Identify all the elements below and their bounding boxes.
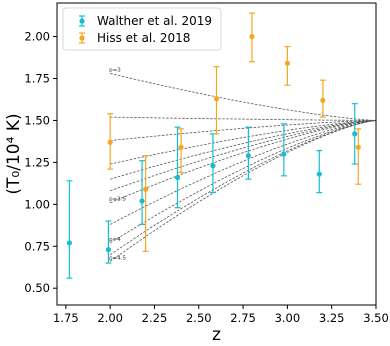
- plot-frame: [56, 2, 377, 306]
- y-tick-label: 1.50: [24, 113, 50, 127]
- model-curve: [110, 73, 377, 121]
- model-curve: [110, 120, 377, 204]
- model-curve: [110, 120, 377, 180]
- data-point: [213, 96, 220, 102]
- x-tick-label: 2.75: [230, 311, 256, 325]
- y-axis-ticks: 0.50 0.75 1.00 1.25 1.50 1.75 2.00: [24, 30, 57, 295]
- data-point: [107, 139, 113, 145]
- data-point: [316, 171, 322, 177]
- legend-marker: [79, 18, 85, 24]
- series: [107, 12, 362, 252]
- x-tick-label: 2.25: [142, 311, 168, 325]
- x-tick-label: 2.00: [97, 311, 123, 325]
- data-point: [355, 144, 361, 150]
- data-point: [174, 174, 181, 181]
- data-point: [66, 240, 73, 246]
- data-point: [210, 163, 216, 169]
- curve-label: p=4.5: [109, 255, 126, 261]
- data-point: [281, 151, 287, 157]
- legend-item: Walther et al. 2019: [79, 14, 212, 28]
- y-tick-label: 1.25: [24, 155, 50, 169]
- model-curves: p=3 p=3.5 p=4 p=4.5: [109, 67, 377, 262]
- data-point: [320, 97, 326, 103]
- data-point: [105, 247, 111, 253]
- x-axis-label: z: [212, 325, 221, 345]
- series: [66, 103, 358, 279]
- curve-label: p=4: [109, 237, 121, 243]
- x-tick-label: 3.25: [319, 311, 345, 325]
- y-tick-label: 0.50: [24, 281, 50, 295]
- y-tick-label: 0.75: [24, 239, 50, 253]
- y-tick-label: 2.00: [24, 30, 50, 44]
- x-axis-ticks: 1.75 2.00 2.25 2.50 2.75 3.00 3.25 3.50: [53, 305, 389, 325]
- model-curve: [109, 120, 377, 244]
- x-tick-label: 3.00: [275, 311, 301, 325]
- data-series: [66, 12, 362, 279]
- model-curve: [110, 120, 377, 165]
- legend: Walther et al. 2019 Hiss et al. 2018: [62, 7, 222, 51]
- y-axis-label: (T₀/10⁴ K): [4, 113, 24, 194]
- x-tick-label: 2.50: [186, 311, 212, 325]
- x-tick-label: 3.50: [363, 311, 389, 325]
- model-curve: [110, 120, 377, 225]
- legend-label: Walther et al. 2019: [97, 14, 212, 28]
- y-tick-label: 1.00: [24, 197, 50, 211]
- data-point: [139, 198, 145, 204]
- model-curve: [109, 120, 377, 262]
- legend-label: Hiss et al. 2018: [97, 31, 190, 45]
- data-point: [284, 60, 290, 66]
- model-curve: [110, 120, 377, 141]
- y-tick-label: 1.75: [24, 72, 50, 86]
- data-point: [249, 33, 255, 40]
- data-point: [352, 131, 358, 137]
- model-curve: [109, 120, 377, 256]
- data-point: [245, 153, 251, 159]
- model-curve: [110, 116, 376, 121]
- legend-item: Hiss et al. 2018: [79, 31, 190, 45]
- legend-marker: [79, 35, 85, 41]
- data-point: [178, 144, 184, 150]
- legend-box: [62, 7, 222, 51]
- curve-label: p=3: [109, 67, 121, 73]
- data-point: [143, 186, 149, 192]
- x-tick-label: 1.75: [53, 311, 79, 325]
- curve-label: p=3.5: [109, 197, 126, 203]
